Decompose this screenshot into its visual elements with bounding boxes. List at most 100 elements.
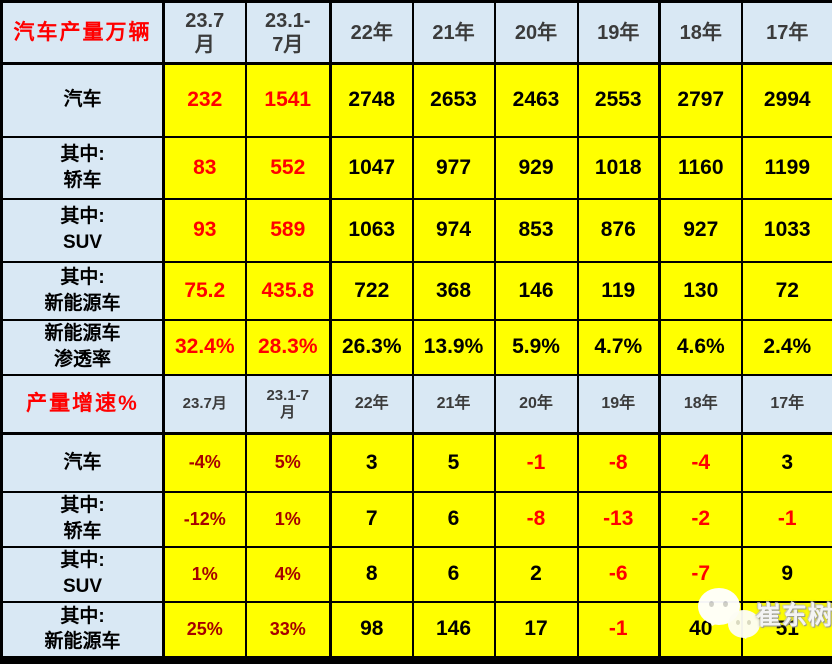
value-cell: 26.3% xyxy=(329,318,414,376)
value-cell: 7 xyxy=(329,490,414,548)
value-cell: 75.2 xyxy=(162,260,247,321)
row-label: 汽车 xyxy=(0,62,165,138)
value-cell: 722 xyxy=(329,260,414,321)
value-cell: 25% xyxy=(162,600,247,659)
value-cell: 2994 xyxy=(740,62,832,138)
value-cell: 5% xyxy=(244,432,332,493)
value-cell: 2 xyxy=(493,545,579,603)
row-label: 其中: 轿车 xyxy=(0,135,165,200)
value-cell: -1 xyxy=(493,432,579,493)
col-header: 22年 xyxy=(329,0,414,65)
col-header: 23.1-7 月 xyxy=(244,373,332,435)
value-cell: 977 xyxy=(411,135,496,200)
value-cell: 98 xyxy=(329,600,414,659)
table-row: 汽车 -4% 5% 3 5 -1 -8 -4 3 xyxy=(0,432,832,493)
value-cell: 1047 xyxy=(329,135,414,200)
value-cell: -7 xyxy=(658,545,743,603)
value-cell: 6 xyxy=(411,490,496,548)
value-cell: 927 xyxy=(658,197,743,263)
value-cell: 51 xyxy=(740,600,832,659)
value-cell: -2 xyxy=(658,490,743,548)
value-cell: 2463 xyxy=(493,62,579,138)
value-cell: 1033 xyxy=(740,197,832,263)
col-header: 21年 xyxy=(411,0,496,65)
growth-header-row: 产量增速% 23.7月 23.1-7 月 22年 21年 20年 19年 18年… xyxy=(0,373,832,435)
value-cell: 3 xyxy=(740,432,832,493)
value-cell: 40 xyxy=(658,600,743,659)
value-cell: 130 xyxy=(658,260,743,321)
value-cell: 1% xyxy=(244,490,332,548)
value-cell: 33% xyxy=(244,600,332,659)
value-cell: 93 xyxy=(162,197,247,263)
value-cell: 1% xyxy=(162,545,247,603)
col-header: 18年 xyxy=(658,0,743,65)
value-cell: 5 xyxy=(411,432,496,493)
row-label: 其中: 新能源车 xyxy=(0,260,165,321)
value-cell: 13.9% xyxy=(411,318,496,376)
value-cell: -1 xyxy=(576,600,661,659)
value-cell: 1160 xyxy=(658,135,743,200)
col-header: 20年 xyxy=(493,373,579,435)
value-cell: 2.4% xyxy=(740,318,832,376)
row-label: 其中: SUV xyxy=(0,197,165,263)
value-cell: 552 xyxy=(244,135,332,200)
row-label: 其中: 轿车 xyxy=(0,490,165,548)
value-cell: 83 xyxy=(162,135,247,200)
row-label: 汽车 xyxy=(0,432,165,493)
value-cell: 3 xyxy=(329,432,414,493)
table-row: 其中: 轿车 83 552 1047 977 929 1018 1160 119… xyxy=(0,135,832,200)
value-cell: 2553 xyxy=(576,62,661,138)
col-header: 23.7月 xyxy=(162,373,247,435)
value-cell: -1 xyxy=(740,490,832,548)
value-cell: 4.7% xyxy=(576,318,661,376)
col-header: 22年 xyxy=(329,373,414,435)
row-label: 其中: SUV xyxy=(0,545,165,603)
value-cell: 853 xyxy=(493,197,579,263)
value-cell: 72 xyxy=(740,260,832,321)
col-header: 19年 xyxy=(576,373,661,435)
value-cell: 1199 xyxy=(740,135,832,200)
value-cell: 435.8 xyxy=(244,260,332,321)
row-label: 新能源车 渗透率 xyxy=(0,318,165,376)
value-cell: 146 xyxy=(493,260,579,321)
value-cell: 2797 xyxy=(658,62,743,138)
col-header: 23.7 月 xyxy=(162,0,247,65)
table-row: 其中: SUV 93 589 1063 974 853 876 927 1033 xyxy=(0,197,832,263)
value-cell: 5.9% xyxy=(493,318,579,376)
value-cell: 589 xyxy=(244,197,332,263)
col-header: 20年 xyxy=(493,0,579,65)
col-header: 17年 xyxy=(740,0,832,65)
value-cell: 974 xyxy=(411,197,496,263)
section-title-growth: 产量增速% xyxy=(0,373,165,435)
value-cell: 8 xyxy=(329,545,414,603)
value-cell: 1063 xyxy=(329,197,414,263)
col-header: 17年 xyxy=(740,373,832,435)
table-row: 新能源车 渗透率 32.4% 28.3% 26.3% 13.9% 5.9% 4.… xyxy=(0,318,832,376)
value-cell: -13 xyxy=(576,490,661,548)
value-cell: 4% xyxy=(244,545,332,603)
value-cell: 146 xyxy=(411,600,496,659)
table-row: 汽车 232 1541 2748 2653 2463 2553 2797 299… xyxy=(0,62,832,138)
value-cell: -8 xyxy=(493,490,579,548)
value-cell: 1541 xyxy=(244,62,332,138)
value-cell: 28.3% xyxy=(244,318,332,376)
value-cell: -4 xyxy=(658,432,743,493)
value-cell: 929 xyxy=(493,135,579,200)
table-row: 其中: 轿车 -12% 1% 7 6 -8 -13 -2 -1 xyxy=(0,490,832,548)
value-cell: -12% xyxy=(162,490,247,548)
col-header: 19年 xyxy=(576,0,661,65)
value-cell: 119 xyxy=(576,260,661,321)
value-cell: 232 xyxy=(162,62,247,138)
production-header-row: 汽车产量万辆 23.7 月 23.1- 7月 22年 21年 20年 19年 1… xyxy=(0,0,832,65)
value-cell: -6 xyxy=(576,545,661,603)
value-cell: 6 xyxy=(411,545,496,603)
col-header: 23.1- 7月 xyxy=(244,0,332,65)
table-row: 其中: 新能源车 75.2 435.8 722 368 146 119 130 … xyxy=(0,260,832,321)
value-cell: 17 xyxy=(493,600,579,659)
table-row: 其中: SUV 1% 4% 8 6 2 -6 -7 9 xyxy=(0,545,832,603)
value-cell: 2653 xyxy=(411,62,496,138)
col-header: 21年 xyxy=(411,373,496,435)
table-row: 其中: 新能源车 25% 33% 98 146 17 -1 40 51 xyxy=(0,600,832,659)
